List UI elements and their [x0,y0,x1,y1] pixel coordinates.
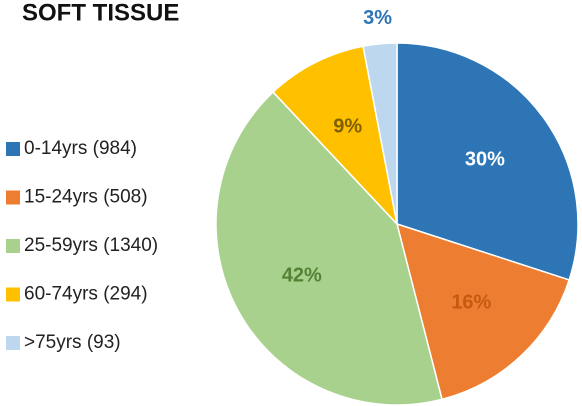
value-label: 9% [333,116,362,138]
pie-slice [272,45,399,227]
legend-label: 60-74yrs (294) [24,284,148,305]
legend-swatch [6,336,20,350]
pie-slice [215,90,443,406]
legend-label: 15-24yrs (508) [24,187,148,208]
pie-slice [395,222,571,401]
legend-swatch [6,142,20,156]
value-label: 30% [465,148,505,170]
legend-swatch [6,190,20,205]
legend-label: 25-59yrs (1340) [24,235,158,256]
legend-label: >75yrs (93) [24,332,121,353]
pie-slice [396,42,579,281]
pie-slice [362,42,398,225]
legend-swatch [6,239,20,253]
value-label: 3% [363,7,392,29]
value-label: 42% [282,265,322,287]
legend-swatch [6,287,20,302]
value-label: 16% [451,291,491,313]
legend-label: 0-14yrs (984) [24,138,137,159]
chart-title: SOFT TISSUE [22,0,179,26]
